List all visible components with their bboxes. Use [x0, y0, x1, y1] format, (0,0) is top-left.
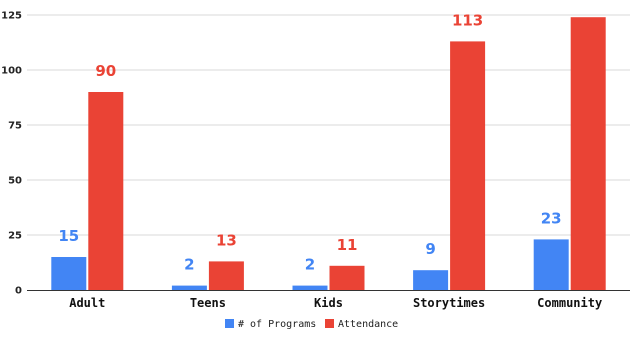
x-axis-ticks: Adult Teens Kids Storytimes Community	[69, 296, 602, 310]
data-label: 2	[305, 256, 315, 274]
data-label: 9	[425, 240, 435, 258]
legend-swatch	[225, 319, 234, 328]
bar-attendance	[209, 261, 244, 290]
bar-attendance	[450, 41, 485, 290]
data-label: 13	[216, 231, 237, 249]
x-tick-label: Teens	[190, 296, 226, 310]
bar-programs	[534, 239, 569, 290]
legend-swatch	[325, 319, 334, 328]
y-axis-ticks: 0 25 50 75 100 125	[1, 11, 22, 297]
legend: # of Programs Attendance	[225, 319, 398, 330]
data-label: 90	[95, 62, 116, 80]
bar-attendance	[88, 92, 123, 290]
y-tick-label: 0	[15, 286, 22, 297]
data-label: 11	[337, 236, 358, 254]
x-tick-label: Community	[537, 296, 602, 310]
x-tick-label: Kids	[314, 296, 343, 310]
bar-attendance	[330, 266, 365, 290]
bar-programs	[172, 286, 207, 290]
y-tick-label: 50	[8, 176, 22, 187]
bar-attendance	[571, 17, 606, 290]
x-tick-label: Adult	[69, 296, 105, 310]
y-tick-label: 125	[1, 11, 22, 22]
data-labels: 15 90 2 13 2 11 9 113 23	[58, 11, 561, 273]
bars	[51, 17, 605, 290]
legend-label: Attendance	[338, 319, 398, 330]
y-tick-label: 25	[8, 231, 22, 242]
bar-programs	[293, 286, 328, 290]
y-tick-label: 75	[8, 121, 22, 132]
data-label: 23	[541, 209, 562, 227]
bar-programs	[413, 270, 448, 290]
data-label: 15	[58, 227, 79, 245]
bar-programs	[51, 257, 86, 290]
x-tick-label: Storytimes	[413, 296, 485, 310]
data-label: 2	[184, 256, 194, 274]
y-tick-label: 100	[1, 66, 22, 77]
legend-label: # of Programs	[238, 319, 316, 330]
data-label: 113	[452, 11, 483, 29]
